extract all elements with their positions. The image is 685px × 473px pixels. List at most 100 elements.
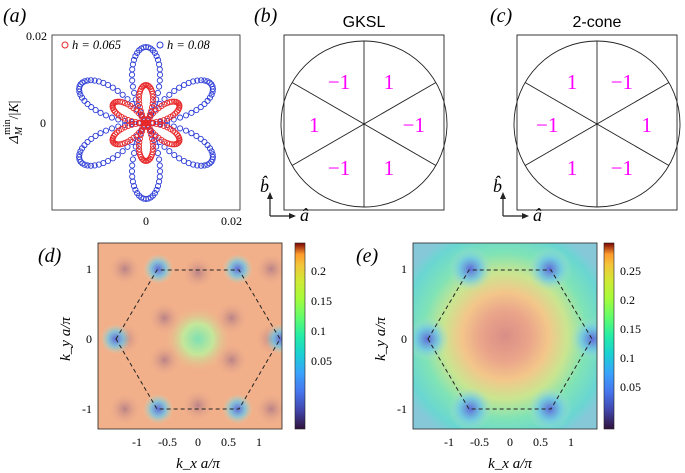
panel-c-sector-label: 1	[642, 113, 653, 137]
panel-e-axes	[412, 242, 598, 430]
panel-e-ytick: -1	[397, 402, 407, 416]
point-h008	[171, 151, 178, 159]
panel-e-xlabel: k_x a/π	[488, 456, 532, 472]
point-h008	[197, 104, 204, 111]
panel-b-sector-label: −1	[403, 113, 425, 137]
point-h008	[88, 104, 95, 111]
point-h008	[87, 162, 94, 169]
point-h008	[177, 114, 184, 121]
point-h008	[129, 178, 136, 185]
point-h0065	[149, 96, 157, 104]
panel-e-colorbar-tick: 0.15	[620, 322, 641, 336]
point-h008	[176, 84, 183, 91]
point-h0065	[137, 88, 144, 95]
panel-c-sector-label: 1	[567, 156, 578, 180]
point-h0065	[119, 99, 126, 106]
point-h008	[190, 161, 197, 168]
panel-b-axis-b-label: b̂	[260, 175, 269, 196]
point-h008	[198, 162, 205, 169]
point-h008	[97, 109, 104, 116]
point-h0065	[136, 146, 143, 153]
d-dirac-point	[222, 254, 253, 284]
panel-a: h = 0.065 h = 0.08 0.02 0 0 0.02 ΔMmin/|…	[2, 29, 242, 228]
point-h008	[95, 78, 102, 85]
point-h008	[97, 130, 104, 137]
panel-d-colorbar-tick: 0.1	[311, 324, 326, 338]
d-dirac-point	[143, 254, 174, 284]
point-h008	[91, 162, 98, 169]
point-h0065	[149, 100, 156, 107]
a-ytick-zero: 0	[40, 116, 46, 130]
panel-d-axes	[97, 242, 283, 430]
point-h0065	[164, 124, 171, 131]
panel-e-xtick: -1	[444, 435, 454, 449]
point-h008	[104, 157, 112, 165]
point-h008	[177, 125, 184, 132]
point-h0065	[124, 101, 131, 108]
point-h0065	[128, 118, 135, 125]
panel-b-sector-label: 1	[384, 70, 395, 94]
point-h0065	[132, 120, 139, 128]
point-h0065	[149, 142, 157, 150]
point-h0065	[119, 140, 126, 147]
panel-c: 2-cone −1 1 −1 1 −1 1 â b̂	[493, 14, 681, 225]
point-h008	[151, 190, 158, 197]
panel-e-colorbar	[603, 242, 615, 430]
point-h008	[145, 44, 152, 51]
panel-d-xtick: -1	[132, 435, 142, 449]
panel-d-colorbar-tick: 0.05	[311, 354, 332, 368]
point-h008	[166, 148, 173, 155]
point-h008	[121, 117, 128, 125]
panel-d-xtick: 0.5	[221, 435, 236, 449]
point-h0065	[136, 90, 143, 97]
point-h008	[201, 138, 208, 146]
e-dirac-point	[448, 247, 493, 291]
point-h008	[206, 94, 213, 101]
point-h0065	[157, 121, 164, 128]
point-h0065	[145, 82, 152, 90]
point-h008	[156, 83, 163, 90]
point-h008	[164, 117, 171, 125]
point-h008	[130, 56, 138, 64]
point-h008	[121, 121, 128, 129]
panel-e-xtick: 0	[507, 435, 513, 449]
point-h0065	[139, 128, 146, 135]
point-h008	[109, 84, 116, 91]
panel-b-sector-label: 1	[309, 113, 320, 137]
point-h0065	[136, 139, 143, 146]
point-h008	[208, 148, 215, 155]
d-center-min	[164, 305, 232, 373]
panel-a-legend: h = 0.065 h = 0.08	[61, 38, 211, 52]
point-h008	[193, 132, 200, 139]
point-h0065	[153, 118, 160, 126]
panel-b-title: GKSL	[343, 14, 386, 31]
panel-label-d: (d)	[38, 245, 62, 267]
point-h008	[129, 162, 136, 169]
d-dark-spot	[214, 301, 249, 335]
point-h0065	[137, 131, 144, 139]
point-h0065	[110, 106, 117, 113]
point-h008	[132, 53, 139, 60]
panel-c-sector-label: −1	[611, 156, 633, 180]
panel-b-axis-a-head	[289, 213, 296, 219]
d-dark-spot	[147, 301, 182, 335]
point-h008	[201, 100, 208, 108]
point-h008	[81, 161, 88, 168]
point-h008	[84, 100, 91, 108]
a-ytick-top: 0.02	[26, 29, 47, 43]
panel-c-sector-label: 1	[567, 70, 578, 94]
point-h0065	[143, 119, 150, 126]
point-h008	[76, 85, 83, 92]
point-h008	[164, 121, 171, 129]
point-h0065	[135, 142, 143, 150]
panel-e-colorbar-tick: 0.05	[620, 380, 641, 394]
point-h008	[188, 109, 195, 116]
point-h0065	[164, 100, 171, 107]
point-h008	[84, 138, 91, 146]
panel-d-ylabel: k_y a/π	[58, 317, 74, 361]
point-h008	[129, 83, 136, 90]
point-h008	[88, 135, 95, 142]
point-h008	[156, 77, 163, 84]
panel-b: GKSL 1 −1 1 −1 1 −1 â b̂	[260, 14, 448, 225]
panel-d-xtick: -0.5	[158, 435, 177, 449]
